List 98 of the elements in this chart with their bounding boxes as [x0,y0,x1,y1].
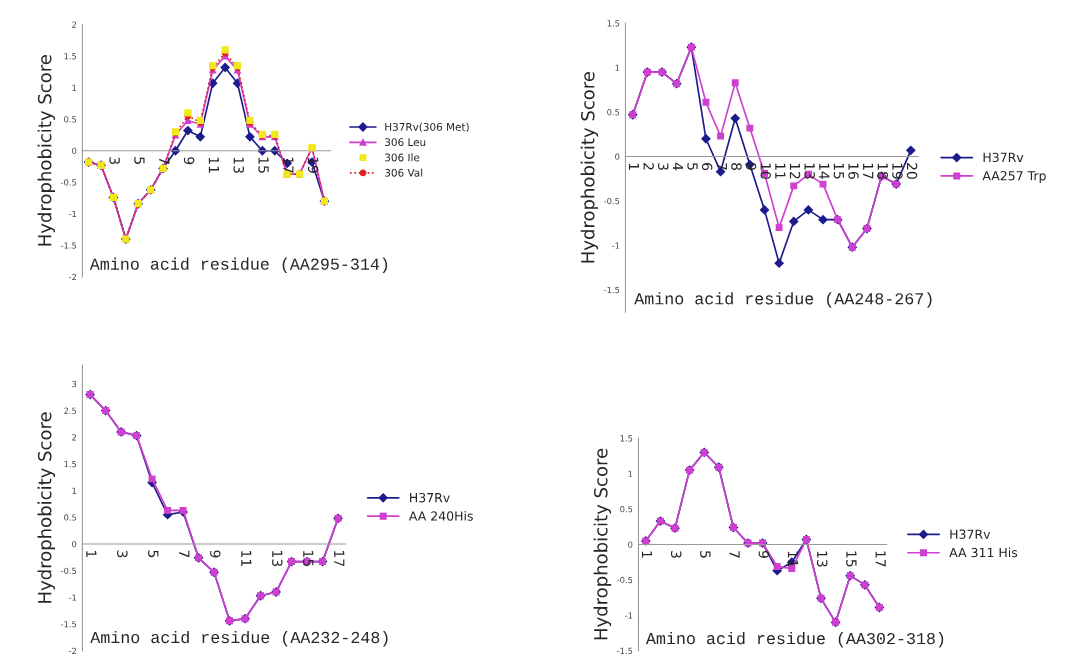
x-tick-label: 9 [745,162,757,170]
y-tick-label: 3 [72,380,77,388]
y-tick-label: 0.5 [64,514,77,521]
y-tick-label: 1 [615,64,620,71]
y-tick-label: 0.5 [607,109,620,116]
y-tick-label: 0.5 [620,506,633,513]
x-tick-label: 3 [658,163,669,170]
y-tick-label: -2 [68,273,76,281]
y-tick-label: 0 [72,147,77,155]
x-tick-label: 15 [846,551,857,567]
x-tick-label: 7 [729,551,740,558]
x-tick-label: 17 [863,163,874,179]
legend-label: H37Rv [983,152,1024,163]
x-tick-label: 2 [643,163,654,170]
legend-label: 306 Val [385,168,423,177]
y-tick-label: -1 [68,210,77,217]
x-tick-label: 3 [117,550,128,558]
y-tick-label: -0.5 [617,576,633,584]
y-tick-label: 1.5 [64,53,77,60]
x-tick-label: 13 [272,551,283,567]
x-tick-label: 12 [789,163,801,179]
x-tick-label: 10 [760,163,771,179]
x-tick-label: 1 [86,551,97,558]
x-tick-label: 8 [731,163,742,170]
y-tick-label: 1 [72,84,77,91]
x-tick-label: 11 [787,551,799,567]
y-axis-title: Hydrophobicity Score [593,448,612,640]
x-tick-label: 15 [258,157,269,173]
y-tick-label: -2 [68,647,76,654]
y-tick-label: 0 [72,540,77,548]
x-tick-label: 17 [875,551,886,567]
y-axis-title: Hydrophobicity Score [37,412,56,603]
x-tick-label: 9 [183,157,195,165]
x-tick-label: 19 [892,163,903,179]
x-tick-label: 17 [283,157,294,173]
x-tick-label: 17 [334,551,345,567]
x-tick-label: 13 [816,551,828,567]
legend-label: AA 311 His [949,547,1018,558]
x-tick-label: 5 [687,163,698,170]
x-tick-label: 4 [672,162,683,171]
y-tick-label: -1 [68,594,77,601]
x-tick-label: 11 [208,157,219,173]
x-tick-label: 13 [804,163,815,179]
x-tick-label: 7 [716,163,727,170]
y-tick-label: 0 [628,541,633,548]
y-tick-label: 0.5 [64,116,77,123]
legend-label: 306 Leu [385,138,426,147]
x-axis-title: Amino acid residue (AA232-248) [90,630,388,647]
y-tick-label: -0.5 [604,197,620,205]
y-tick-label: 2 [72,434,76,441]
x-axis-title: Amino acid residue (AA295-314) [89,257,388,274]
y-tick-label: -1 [612,242,620,249]
x-tick-label: 14 [819,163,830,179]
x-tick-label: 5 [700,551,711,558]
x-tick-label: 16 [848,163,859,179]
legend-label: AA257 Trp [982,171,1046,183]
y-tick-label: 1.5 [64,461,77,468]
x-tick-label: 11 [241,551,252,566]
legend-label: H37Rv [950,529,991,539]
x-tick-label: 7 [159,157,170,164]
y-tick-label: -0.5 [60,179,77,186]
y-tick-label: 1 [72,487,77,494]
x-tick-label: 9 [210,550,221,558]
y-axis-title: Hydrophobicity Score [580,72,599,263]
y-tick-label: 1.5 [607,20,620,27]
x-tick-label: 3 [109,157,120,165]
y-axis-title: Hydrophobicity Score [37,55,56,246]
x-tick-label: 20 [906,163,918,179]
x-tick-label: 19 [307,157,319,173]
x-tick-label: 11 [775,163,786,179]
x-tick-label: 18 [877,163,889,179]
y-tick-label: 2 [72,21,76,28]
y-tick-label: 0 [615,153,620,160]
x-tick-label: 3 [670,551,682,558]
legend-label: H37Rv [410,492,450,503]
x-tick-label: 5 [148,550,159,558]
y-tick-label: -1.5 [604,286,620,294]
y-tick-label: 2.5 [64,407,77,414]
y-tick-label: 1.5 [620,435,633,442]
x-tick-label: 5 [134,157,145,164]
x-tick-label: 15 [833,163,844,179]
x-axis-title: Amino acid residue (AA248-267) [634,292,932,308]
y-tick-label: 1 [628,470,633,477]
x-tick-label: 6 [701,163,713,171]
legend-label: 306 Ile [385,153,420,162]
y-tick-label: -1 [625,612,633,619]
y-tick-label: -1.5 [60,242,77,249]
y-tick-label: -0.5 [60,567,77,574]
legend-label: H37Rv(306 Met) [385,122,469,133]
x-tick-label: 9 [758,550,770,558]
x-axis-title: Amino acid residue (AA302-318) [645,632,944,648]
x-tick-label: 13 [233,157,245,173]
x-tick-label: 7 [179,550,190,558]
legend-label: AA 240His [408,511,473,521]
x-tick-label: 15 [303,551,314,566]
y-tick-label: -1.5 [617,647,633,654]
x-tick-label: 1 [641,551,653,558]
y-tick-label: -1.5 [60,621,77,628]
